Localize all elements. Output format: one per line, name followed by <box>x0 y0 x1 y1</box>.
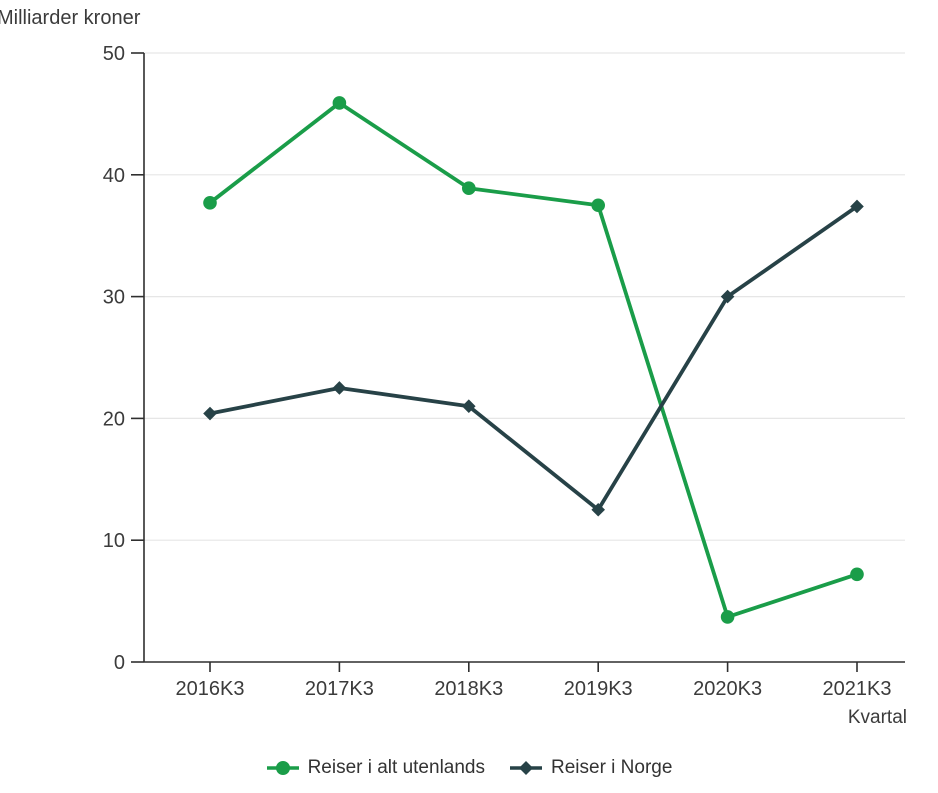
x-axis-title: Kvartal <box>847 707 907 728</box>
x-tick-label: 2017K3 <box>305 678 374 700</box>
y-axis-title: Milliarder kroner <box>0 7 141 29</box>
data-point-reiser-i-alt-utenlands <box>591 198 605 213</box>
y-tick-label: 0 <box>114 652 125 674</box>
series-line-reiser-i-norge <box>209 204 859 512</box>
legend-swatch-circle <box>275 761 290 775</box>
plot-area: 0 10 20 30 40 50 2016K3 2017K3 2018K3 2019K3 2020K… <box>103 43 905 700</box>
y-tick-label: 30 <box>103 287 125 309</box>
data-point-reiser-i-norge <box>203 406 217 421</box>
data-point-reiser-i-norge <box>462 399 476 414</box>
x-tick-label: 2016K3 <box>176 678 245 700</box>
y-tick-label: 20 <box>103 408 125 430</box>
legend-item-reiser-i-norge: Reiser i Norge <box>509 757 672 779</box>
data-point-reiser-i-norge <box>591 502 605 517</box>
data-point-reiser-i-alt-utenlands <box>203 196 217 210</box>
legend-label: Reiser i Norge <box>551 757 673 778</box>
legend-item-reiser-i-alt-utenlands: Reiser i alt utenlands <box>266 757 485 779</box>
legend-label: Reiser i alt utenlands <box>307 757 485 778</box>
x-tick-label: 2021K3 <box>823 678 892 700</box>
x-tick-label: 2020K3 <box>693 678 762 700</box>
x-tick-label: 2019K3 <box>564 678 633 700</box>
data-point-reiser-i-alt-utenlands <box>850 567 864 582</box>
series-line-reiser-i-alt-utenlands <box>208 101 858 619</box>
data-point-reiser-i-norge <box>850 199 864 214</box>
legend-swatch-diamond <box>519 761 533 775</box>
data-point-reiser-i-alt-utenlands <box>332 96 347 110</box>
data-point-reiser-i-alt-utenlands <box>462 181 476 195</box>
x-tick-label: 2018K3 <box>434 678 503 700</box>
y-tick-label: 50 <box>103 43 125 65</box>
y-tick-label: 40 <box>103 165 125 187</box>
data-point-reiser-i-norge <box>720 289 735 304</box>
legend-marker-diamond-icon <box>510 761 542 775</box>
y-tick-label: 10 <box>103 530 125 552</box>
legend: Reiser i alt utenlands Reiser i Norge <box>0 757 938 779</box>
data-point-reiser-i-alt-utenlands <box>720 610 735 624</box>
legend-marker-circle-icon <box>266 761 299 775</box>
data-point-reiser-i-norge <box>332 381 347 395</box>
